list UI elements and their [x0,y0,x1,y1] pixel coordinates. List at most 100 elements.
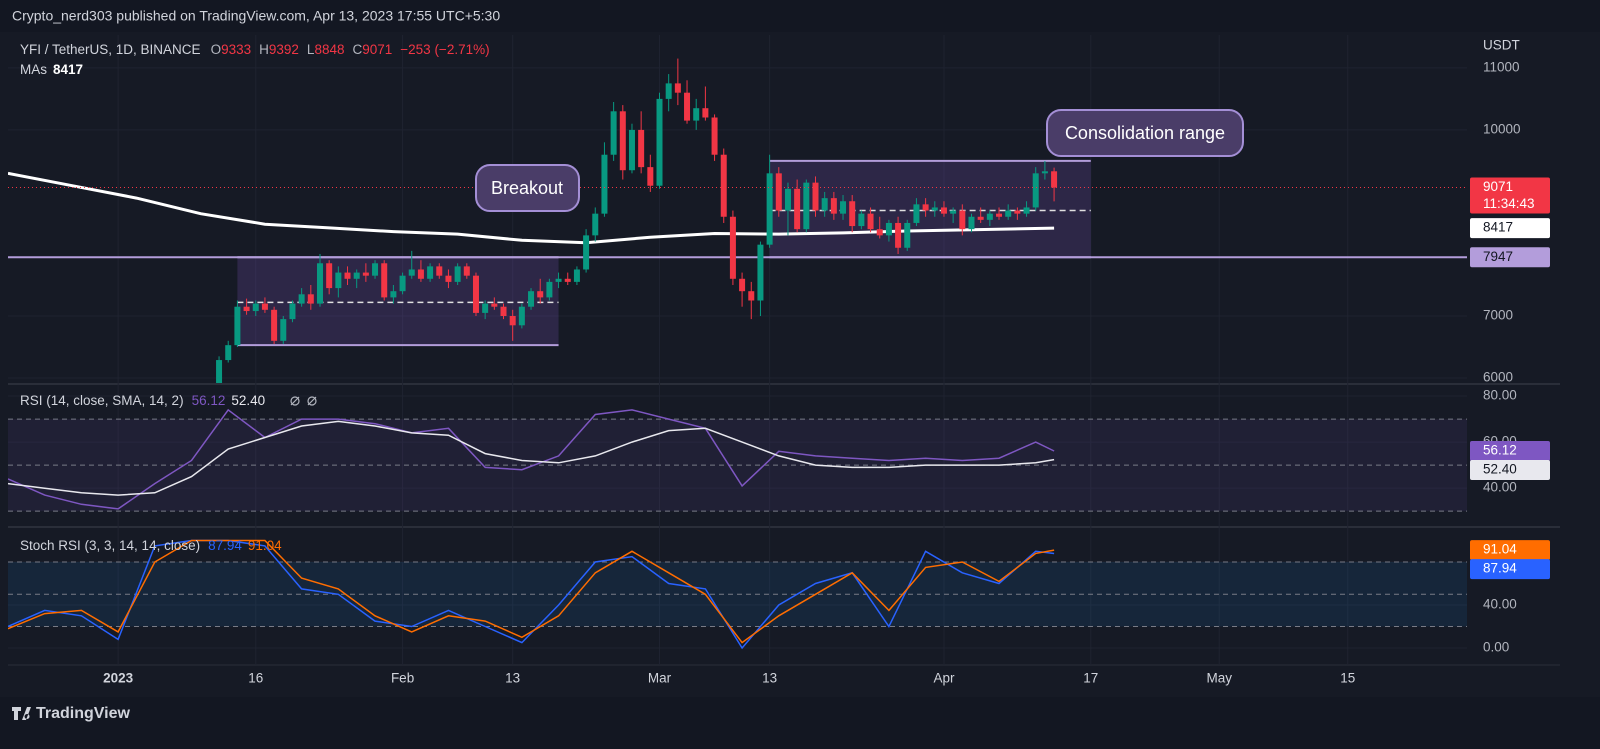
candle-body [610,111,617,155]
candle-body [720,154,727,217]
price-label-box [1470,460,1550,481]
candle-body [729,216,736,279]
candle-body [748,291,755,301]
price-unit: USDT [1483,38,1520,53]
candle-body [234,306,241,346]
candle-body [353,272,360,279]
candle-body [830,198,837,214]
rsi-legend: RSI (14, close, SMA, 14, 2) 56.12 52.40 [20,393,265,408]
candle-body [821,198,828,211]
candle-body [775,173,782,211]
ohlc-key: O [211,42,222,57]
ma-line [8,171,1055,245]
ohlc-key: L [307,42,315,57]
candle-body [867,213,874,230]
candle-body [463,266,470,276]
candle-body [895,222,902,248]
candle-body [289,303,296,320]
indicator-line [8,539,1055,650]
candle-body [739,278,746,292]
candle-body [959,210,966,230]
y-tick-label: 80.00 [1483,388,1517,403]
candle-body [216,360,223,383]
candle-body [445,275,452,282]
price-label: 87.94 [1483,561,1517,576]
candle-body [757,244,764,301]
candle-body [684,92,691,121]
x-tick-label: 16 [248,671,263,686]
candle-body [417,269,424,279]
rsi-value: 56.12 [192,393,226,408]
candle-body [592,213,599,236]
candle-body [528,291,535,307]
icon [290,396,300,406]
candle-body [307,294,314,304]
x-tick-label: 2023 [103,671,134,686]
ma-legend: MAs 8417 [20,62,83,77]
price-label: 7947 [1483,249,1513,264]
candle-body [225,345,232,361]
candle-body [784,188,791,211]
open-value: 9333 [221,42,251,57]
y-tick-label: 10000 [1483,121,1521,136]
candle-body [518,306,525,326]
price-label-box [1470,218,1550,239]
candle-body [986,213,993,220]
candle-body [537,291,544,298]
y-tick-label: 7000 [1483,308,1513,323]
candle-body [950,210,957,214]
icon [290,396,300,406]
candle-body [885,222,892,236]
candle-body [913,204,920,223]
candle-body [280,319,287,341]
bottom-bar [0,697,1600,749]
candle-body [931,207,938,211]
x-tick-label: Mar [648,671,672,686]
candle-body [573,269,580,282]
callout-label: Breakout [491,178,563,198]
indicator-line [8,408,1055,510]
stoch-title: Stoch RSI (3, 3, 14, 14, close) [20,538,200,553]
candle-body [1014,210,1021,214]
x-tick-label: 15 [1340,671,1355,686]
candle-body [298,294,305,304]
indicator-line [8,539,1055,644]
candle-body [390,291,397,298]
callout-label: Consolidation range [1065,123,1225,143]
ma-value: 8417 [53,62,83,77]
candle-body [968,216,975,230]
countdown: 11:34:43 [1483,196,1535,211]
high-value: 9392 [269,42,299,57]
ohlc-key: H [259,42,269,57]
candle-body [940,207,947,214]
candle-body [583,235,590,270]
y-tick-label: 11000 [1483,59,1520,74]
icon [307,396,317,406]
price-label: 9071 [1483,179,1513,194]
candle-body [252,303,259,312]
y-tick-label: 6000 [1483,370,1513,385]
close-value: 9071 [362,42,392,57]
x-tick-label: 17 [1083,671,1098,686]
x-tick-label: Apr [933,671,955,686]
legend-icons [290,396,317,406]
candle-body [482,303,489,313]
price-label-box [1470,247,1550,268]
candle-body [472,275,479,313]
rsi-pane [8,408,1467,512]
grid [8,35,1467,665]
candle-body [977,216,984,220]
candle-body [372,263,379,276]
change: −253 (−2.71%) [400,42,489,57]
price-label: 52.40 [1483,462,1517,477]
candle-body [840,201,847,214]
axes: 2023 16 Feb 13 Mar 13 Apr 17 May 15 6000 7000 10000 1… [103,59,1550,686]
candle-body [601,154,608,214]
price-pane [8,58,1467,383]
low-value: 8848 [314,42,344,57]
stoch-pane [8,539,1467,650]
candle-body [904,222,911,248]
price-label: 56.12 [1483,443,1517,458]
